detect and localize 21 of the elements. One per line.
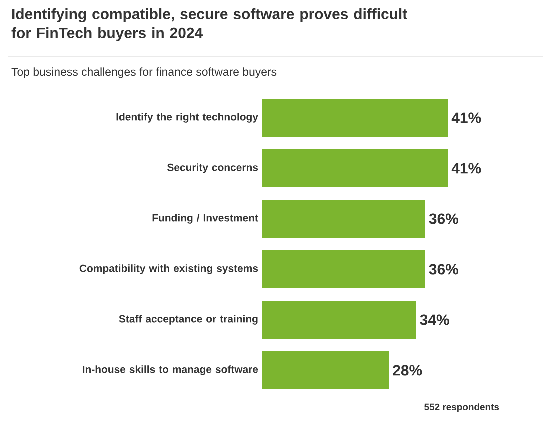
- data-label: 36%: [429, 264, 458, 275]
- data-label: 41%: [452, 112, 482, 124]
- data-label: 36%: [429, 214, 458, 224]
- data-label: 41%: [452, 163, 482, 174]
- bar: [262, 99, 448, 137]
- chart-title: Identifying compatible, secure software proves difficult for FinTech buyers in 2024: [12, 8, 408, 42]
- text: 552 respondents: [424, 404, 500, 412]
- bar: [262, 200, 426, 238]
- bar: [262, 352, 390, 390]
- y-tick-label: Identify the right technology: [116, 113, 258, 123]
- y-tick-label: Staff acceptance or training: [119, 315, 258, 325]
- data-label: 34%: [420, 314, 450, 326]
- y-tick-label: In-house skills to manage software: [83, 366, 258, 376]
- text: Top business challenges for finance software buyers: [12, 68, 277, 78]
- y-tick-label: Compatibility with existing systems: [80, 264, 258, 274]
- bar: [262, 150, 448, 188]
- bar: [262, 301, 416, 340]
- data-label: 28%: [393, 365, 422, 376]
- y-tick-label: Funding / Investment: [152, 214, 258, 224]
- y-tick-label: Security concerns: [167, 164, 258, 174]
- bar: [262, 250, 426, 289]
